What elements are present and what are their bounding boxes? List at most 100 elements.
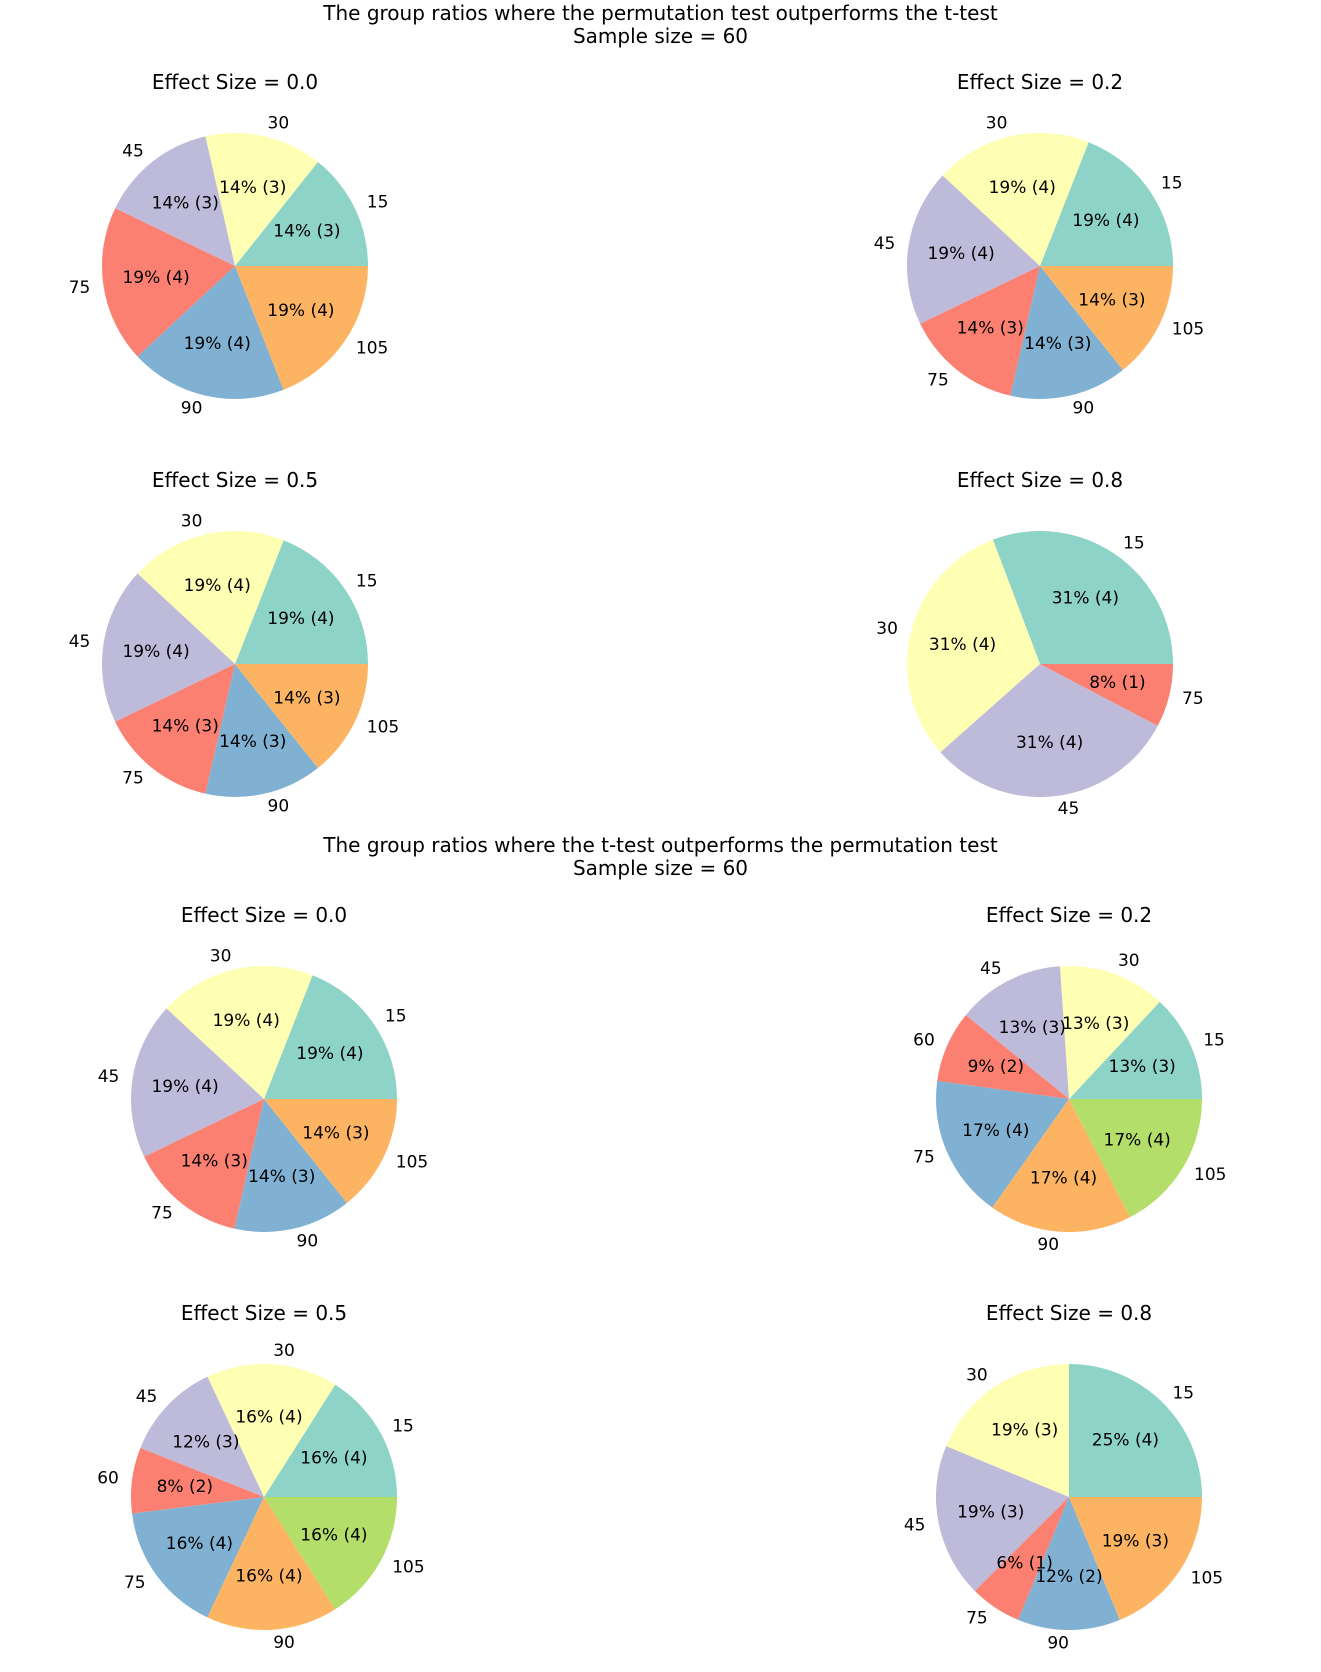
pie-pct-label-105: 14% (3) bbox=[1078, 291, 1145, 311]
pie-slice-90 bbox=[1018, 1497, 1120, 1631]
pie-category-label-90: 90 bbox=[181, 399, 203, 419]
pie-pct-label-90: 14% (3) bbox=[248, 1167, 315, 1187]
pie-pct-label-30: 19% (3) bbox=[991, 1421, 1058, 1441]
pie-slice-90 bbox=[137, 266, 284, 400]
pie-slice-60 bbox=[937, 1015, 1069, 1099]
pie-slice-105 bbox=[1069, 1497, 1202, 1620]
pie-category-label-30: 30 bbox=[986, 113, 1008, 133]
pie-pct-label-75: 14% (3) bbox=[152, 716, 219, 736]
pie-pct-label-105: 19% (4) bbox=[267, 301, 334, 321]
pie-slice-30 bbox=[205, 132, 318, 266]
section-2-title-line2: Sample size = 60 bbox=[572, 856, 749, 880]
pie-slice-45 bbox=[906, 175, 1040, 324]
pie-pct-label-30: 19% (4) bbox=[184, 576, 251, 596]
pie-category-label-105: 105 bbox=[392, 1557, 424, 1577]
chart-title: Effect Size = 0.8 bbox=[985, 1301, 1153, 1325]
pie-category-label-30: 30 bbox=[268, 113, 290, 133]
pie-slice-15 bbox=[1069, 1364, 1202, 1497]
pie-slice-30 bbox=[207, 1364, 336, 1497]
pie-category-label-30: 30 bbox=[966, 1365, 988, 1385]
pie-slice-105 bbox=[235, 266, 368, 390]
pie-slice-75 bbox=[144, 1099, 264, 1229]
pie-pct-label-45: 19% (4) bbox=[122, 642, 189, 662]
chart-title: Effect Size = 0.0 bbox=[180, 903, 348, 927]
pie-slice-60 bbox=[131, 1448, 264, 1514]
pie-category-label-15: 15 bbox=[1203, 1031, 1225, 1051]
pie-category-label-105: 105 bbox=[1194, 1165, 1226, 1185]
pie-category-label-15: 15 bbox=[356, 572, 378, 592]
pie-pct-label-105: 16% (4) bbox=[300, 1525, 367, 1545]
chart-title: Effect Size = 0.2 bbox=[956, 70, 1124, 94]
pie-slice-15 bbox=[264, 1384, 397, 1497]
pie-pct-label-30: 16% (4) bbox=[235, 1407, 302, 1427]
pie-category-label-105: 105 bbox=[1172, 319, 1204, 339]
pie-pct-label-30: 13% (3) bbox=[1062, 1014, 1129, 1034]
pie-category-label-30: 30 bbox=[1118, 951, 1140, 971]
pie-category-label-15: 15 bbox=[367, 193, 389, 213]
pie-category-label-75: 75 bbox=[124, 1573, 146, 1593]
chart-title: Effect Size = 0.2 bbox=[985, 903, 1153, 927]
pie-pct-label-105: 14% (3) bbox=[273, 689, 340, 709]
pie-pct-label-45: 31% (4) bbox=[1016, 733, 1083, 753]
pie-pct-label-45: 13% (3) bbox=[999, 1018, 1066, 1038]
pie-slice-105 bbox=[264, 1099, 397, 1203]
pie-slice-15 bbox=[235, 540, 368, 664]
pie-pct-label-75: 14% (3) bbox=[181, 1151, 248, 1171]
pie-pct-label-45: 19% (4) bbox=[927, 244, 994, 264]
pie-category-label-15: 15 bbox=[392, 1417, 414, 1437]
pie-category-label-75: 75 bbox=[1182, 689, 1204, 709]
pie-pct-label-30: 14% (3) bbox=[219, 178, 286, 198]
pie-pct-label-75: 19% (4) bbox=[122, 268, 189, 288]
pie-pct-label-15: 25% (4) bbox=[1092, 1431, 1159, 1451]
pie-pct-label-30: 19% (4) bbox=[989, 178, 1056, 198]
section-2-title: The group ratios where the t-test outper… bbox=[0, 834, 1321, 880]
pie-category-label-105: 105 bbox=[1191, 1568, 1223, 1588]
pie-pct-label-15: 19% (4) bbox=[267, 609, 334, 629]
pie-category-label-75: 75 bbox=[966, 1609, 988, 1629]
section-1-title-line1: The group ratios where the permutation t… bbox=[323, 1, 998, 25]
pie-slice-45 bbox=[130, 1008, 264, 1157]
pie-pct-label-15: 31% (4) bbox=[1052, 588, 1119, 608]
pie-slice-75 bbox=[101, 208, 235, 357]
pie-slice-45 bbox=[140, 1376, 264, 1497]
section-2-title-line1: The group ratios where the t-test outper… bbox=[323, 833, 998, 857]
pie-slice-45 bbox=[935, 1446, 1069, 1592]
pie-slice-30 bbox=[166, 965, 313, 1099]
pie-slice-75 bbox=[936, 1080, 1069, 1208]
pie-slice-15 bbox=[264, 975, 397, 1099]
chart-title: Effect Size = 0.5 bbox=[151, 468, 319, 492]
pie-category-label-45: 45 bbox=[122, 142, 144, 162]
pie-category-label-45: 45 bbox=[904, 1516, 926, 1536]
pie-pct-label-45: 19% (4) bbox=[151, 1077, 218, 1097]
pie-category-label-30: 30 bbox=[210, 946, 232, 966]
pie-slice-45 bbox=[940, 664, 1158, 798]
pie-category-label-90: 90 bbox=[1073, 399, 1095, 419]
pie-slice-105 bbox=[264, 1497, 397, 1610]
pie-pct-label-90: 17% (4) bbox=[1030, 1169, 1097, 1189]
section-1-title: The group ratios where the permutation t… bbox=[0, 2, 1321, 48]
pie-pct-label-60: 8% (2) bbox=[157, 1477, 213, 1497]
pie-slice-90 bbox=[234, 1099, 347, 1233]
pie-pct-label-75: 6% (1) bbox=[996, 1553, 1052, 1573]
pie-slice-30 bbox=[942, 132, 1089, 266]
pie-pct-label-15: 16% (4) bbox=[300, 1449, 367, 1469]
pie-category-label-75: 75 bbox=[122, 768, 144, 788]
pie-slice-45 bbox=[965, 966, 1069, 1099]
pie-pct-label-90: 14% (3) bbox=[1024, 334, 1091, 354]
pie-slice-15 bbox=[1040, 142, 1173, 266]
pie-category-label-90: 90 bbox=[297, 1232, 319, 1252]
pie-category-label-75: 75 bbox=[69, 278, 91, 298]
pie-pct-label-45: 12% (3) bbox=[172, 1432, 239, 1452]
pie-category-label-105: 105 bbox=[367, 717, 399, 737]
pie-slice-90 bbox=[992, 1099, 1131, 1233]
pie-category-label-45: 45 bbox=[98, 1067, 120, 1087]
chart-title: Effect Size = 0.0 bbox=[151, 70, 319, 94]
pie-category-label-105: 105 bbox=[396, 1152, 428, 1172]
pie-category-label-75: 75 bbox=[151, 1203, 173, 1223]
pie-category-label-30: 30 bbox=[876, 619, 898, 639]
